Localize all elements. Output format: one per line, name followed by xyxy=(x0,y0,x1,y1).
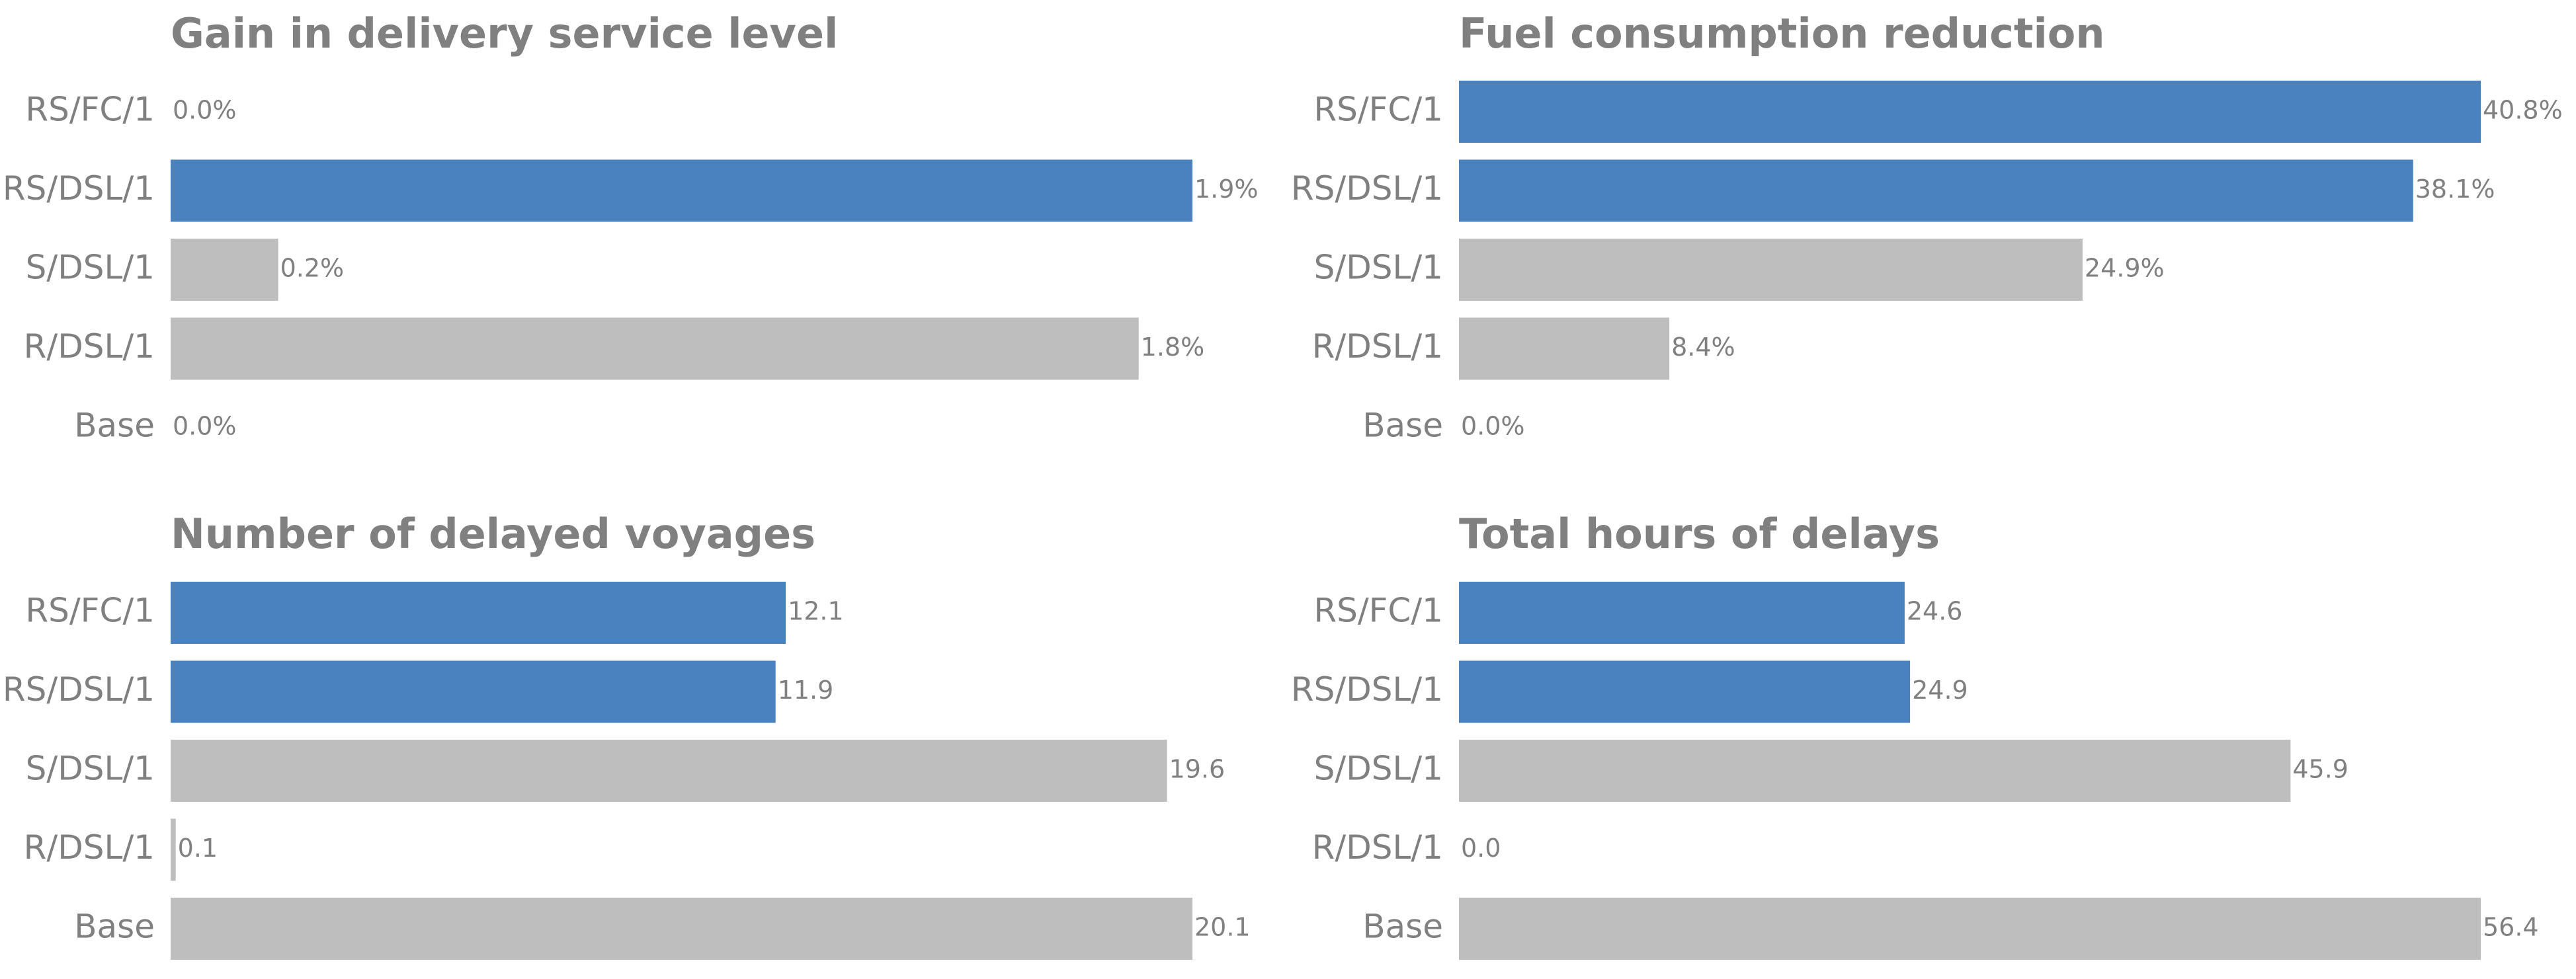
panel: Gain in delivery service level RS/FC/1 0.0… xyxy=(3,9,1259,444)
value-label: 20.1 xyxy=(1194,913,1251,942)
category-label: R/DSL/1 xyxy=(1312,828,1443,867)
category-label: RS/DSL/1 xyxy=(1291,169,1443,208)
bar xyxy=(171,898,1192,960)
bar xyxy=(1459,81,2481,143)
panel: Fuel consumption reduction RS/FC/1 40.8% RS… xyxy=(1291,9,2563,444)
bar xyxy=(1459,317,1670,380)
category-label: Base xyxy=(1362,908,1443,946)
category-label: S/DSL/1 xyxy=(26,750,155,788)
value-label: 11.9 xyxy=(778,676,834,705)
bar xyxy=(171,818,176,881)
value-label: 24.6 xyxy=(1907,597,1963,626)
value-label: 0.1 xyxy=(178,834,218,863)
bar xyxy=(1459,740,2291,802)
category-label: RS/DSL/1 xyxy=(3,169,155,208)
panel: Number of delayed voyages RS/FC/1 12.1 RS/D… xyxy=(3,510,1251,960)
category-label: S/DSL/1 xyxy=(26,249,155,287)
category-label: Base xyxy=(74,908,155,946)
category-label: R/DSL/1 xyxy=(24,828,155,867)
bar xyxy=(171,740,1167,802)
category-label: Base xyxy=(1362,407,1443,445)
panel: Total hours of delays RS/FC/1 24.6 RS/DSL/1… xyxy=(1291,510,2539,960)
value-label: 8.4% xyxy=(1671,333,1735,362)
bar xyxy=(171,317,1139,380)
category-label: RS/DSL/1 xyxy=(1291,670,1443,709)
value-label: 0.2% xyxy=(280,254,345,283)
bar xyxy=(1459,582,1905,644)
value-label: 0.0% xyxy=(173,96,237,125)
value-label: 56.4 xyxy=(2483,913,2539,942)
bar xyxy=(1459,239,2083,301)
value-label: 0.0% xyxy=(1461,412,1525,441)
category-label: RS/FC/1 xyxy=(1313,592,1443,630)
category-label: RS/FC/1 xyxy=(25,592,155,630)
value-label: 24.9% xyxy=(2085,254,2165,283)
value-label: 40.8% xyxy=(2483,96,2563,125)
category-label: S/DSL/1 xyxy=(1314,249,1443,287)
category-label: R/DSL/1 xyxy=(24,327,155,366)
category-label: RS/FC/1 xyxy=(1313,91,1443,129)
value-label: 0.0% xyxy=(173,412,237,441)
category-label: RS/DSL/1 xyxy=(3,670,155,709)
bar xyxy=(1459,159,2413,222)
bar xyxy=(171,239,278,301)
value-label: 38.1% xyxy=(2415,175,2495,204)
value-label: 0.0 xyxy=(1461,834,1501,863)
value-label: 24.9 xyxy=(1912,676,1968,705)
chart-title: Total hours of delays xyxy=(1459,510,1940,558)
category-label: S/DSL/1 xyxy=(1314,750,1443,788)
bar xyxy=(171,159,1192,222)
category-label: Base xyxy=(74,407,155,445)
chart-title: Number of delayed voyages xyxy=(171,510,815,558)
value-label: 19.6 xyxy=(1169,755,1226,784)
value-label: 45.9 xyxy=(2292,755,2348,784)
value-label: 1.8% xyxy=(1141,333,1205,362)
bar xyxy=(1459,898,2481,960)
value-label: 1.9% xyxy=(1194,175,1259,204)
category-label: R/DSL/1 xyxy=(1312,327,1443,366)
bar xyxy=(1459,660,1911,723)
chart-title: Fuel consumption reduction xyxy=(1459,9,2105,58)
bar xyxy=(171,582,786,644)
chart-title: Gain in delivery service level xyxy=(171,9,838,58)
bar xyxy=(171,660,776,723)
value-label: 12.1 xyxy=(788,597,844,626)
category-label: RS/FC/1 xyxy=(25,91,155,129)
